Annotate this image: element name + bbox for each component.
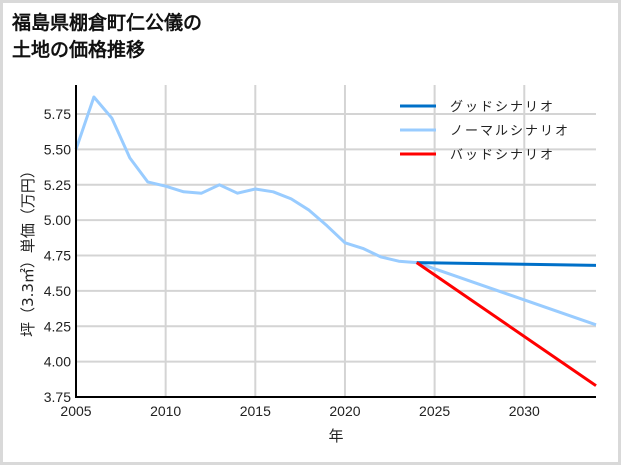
series-line-good [416, 261, 597, 267]
y-tick-label: 4.50 [44, 283, 71, 299]
legend-label: ノーマルシナリオ [450, 124, 570, 139]
x-tick-label: 2020 [329, 403, 360, 419]
series-line-bad [415, 261, 597, 387]
y-tick-label: 5.50 [44, 141, 71, 157]
x-tick-label: 2025 [419, 403, 450, 419]
y-tick-label: 5.75 [44, 106, 71, 122]
chart-title-line-1: 福島県棚倉町仁公儀の [12, 12, 203, 34]
y-tick-label: 4.00 [44, 354, 71, 370]
y-tick-label: 4.25 [44, 318, 71, 334]
legend-label: グッドシナリオ [450, 100, 555, 115]
series-lines [74, 95, 597, 387]
chart-title: 福島県棚倉町仁公儀の 土地の価格推移 [12, 10, 202, 64]
chart-title-line-2: 土地の価格推移 [12, 39, 146, 61]
y-axis-label: 坪（3.3㎡）単価（万円） [19, 163, 37, 337]
y-tick-label: 5.00 [44, 212, 71, 228]
x-axis-label: 年 [328, 427, 343, 445]
legend-item-good: グッドシナリオ [400, 100, 555, 115]
x-tick-label: 2030 [509, 403, 540, 419]
legend-item-normal: ノーマルシナリオ [400, 124, 570, 139]
x-axis-ticks: 2005 2010 2015 2020 2025 2030 [60, 403, 540, 419]
axes [75, 85, 596, 398]
legend-item-bad: バッドシナリオ [400, 148, 555, 163]
y-axis-ticks: 3.75 4.00 4.25 4.50 4.75 5.00 5.25 5.50 5.75 [44, 106, 71, 405]
series-line-normal [74, 95, 597, 327]
x-tick-label: 2005 [60, 403, 91, 419]
y-tick-label: 3.75 [44, 389, 71, 405]
x-tick-label: 2015 [240, 403, 271, 419]
x-tick-label: 2010 [150, 403, 181, 419]
y-tick-label: 5.25 [44, 177, 71, 193]
y-tick-label: 4.75 [44, 248, 71, 264]
legend-label: バッドシナリオ [450, 148, 555, 163]
